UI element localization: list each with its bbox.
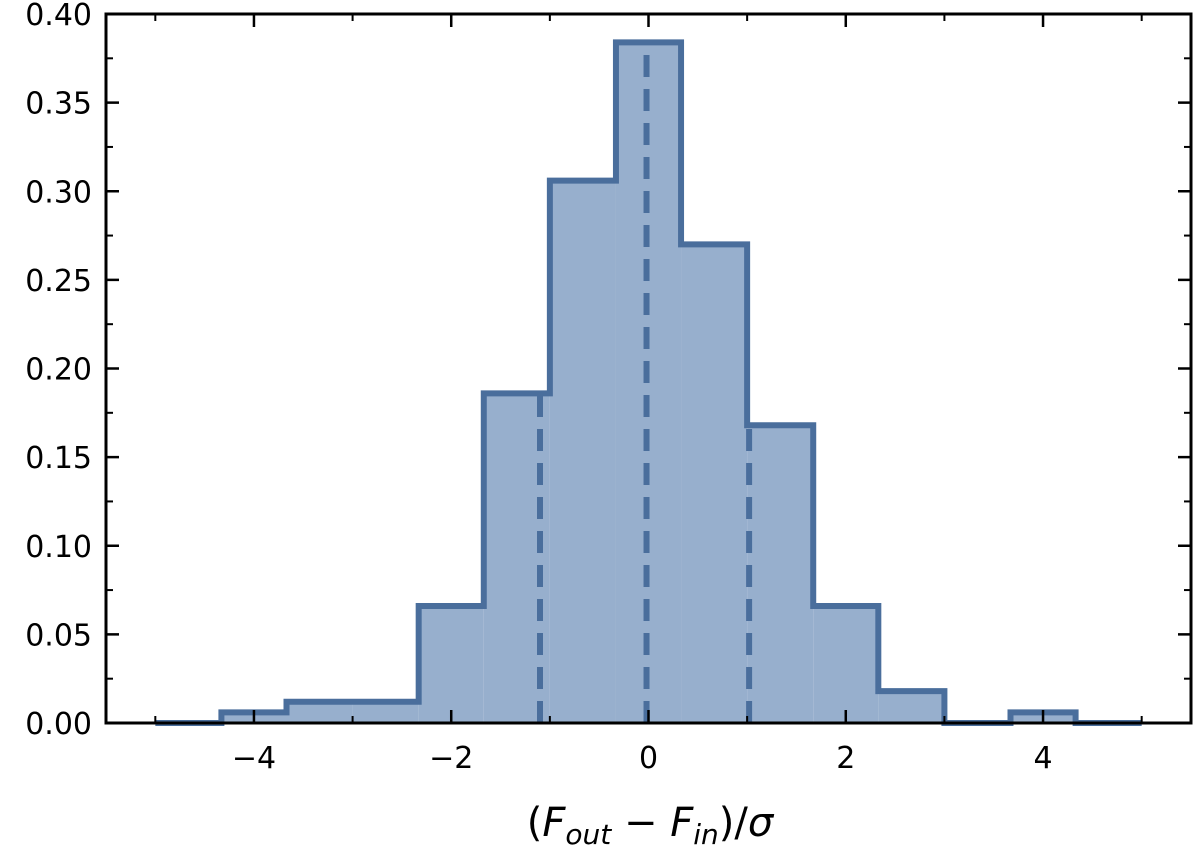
histogram-bar — [681, 244, 748, 724]
histogram-bar — [747, 425, 814, 723]
y-tick-label: 0.10 — [25, 530, 92, 565]
x-axis-label-close: )/ — [719, 800, 749, 846]
x-tick-label: 0 — [639, 741, 658, 776]
y-tick-label: 0.40 — [25, 0, 92, 33]
x-axis-label-f-in: F — [670, 800, 694, 846]
x-axis-label-open: ( — [527, 800, 543, 846]
x-tick-label: 2 — [836, 741, 855, 776]
x-axis-label-sub-out: out — [565, 818, 612, 848]
y-tick-label: 0.20 — [25, 353, 92, 388]
x-axis-label-sub-in: in — [693, 818, 719, 848]
x-axis-label-sigma: σ — [748, 800, 775, 846]
x-axis-label-minus: − — [611, 800, 670, 846]
y-tick-label: 0.15 — [25, 441, 92, 476]
x-tick-label: 4 — [1033, 741, 1052, 776]
histogram-bar — [352, 701, 419, 723]
y-tick-label: 0.35 — [25, 87, 92, 122]
y-tick-label: 0.25 — [25, 264, 92, 299]
x-tick-label: −4 — [232, 741, 276, 776]
histogram-bar — [549, 180, 616, 724]
x-axis-label: (Fout − Fin)/σ — [527, 800, 775, 848]
y-tick-label: 0.05 — [25, 618, 92, 653]
x-axis-label-f-out: F — [542, 800, 566, 846]
y-tick-label: 0.00 — [25, 707, 92, 742]
plot-area — [155, 39, 1142, 726]
histogram-bar — [286, 701, 353, 723]
histogram-bar — [878, 691, 945, 723]
x-tick-label: −2 — [429, 741, 473, 776]
axes: −4 −2 0 2 4 0.00 0.05 0.10 0.15 0.20 0.25 0.30 0.35 0… — [25, 0, 1193, 776]
histogram-bar — [418, 606, 484, 723]
y-tick-label: 0.30 — [25, 175, 92, 210]
histogram-bar — [813, 606, 879, 723]
